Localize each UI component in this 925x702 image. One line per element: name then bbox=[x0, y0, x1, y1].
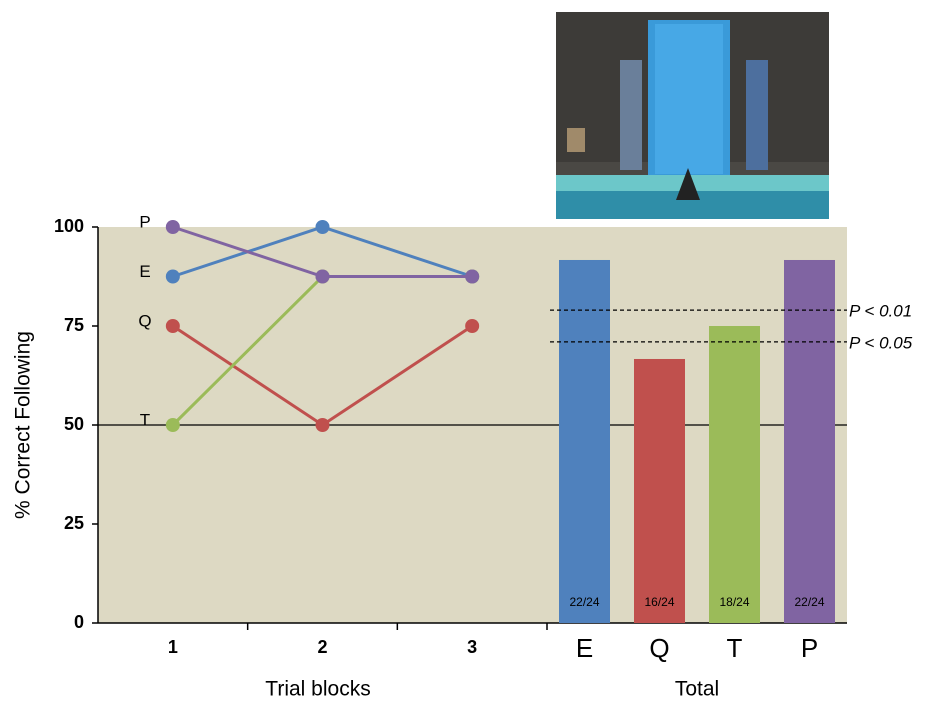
data-point bbox=[315, 418, 330, 432]
data-point bbox=[315, 269, 330, 284]
x-tick-label: P bbox=[801, 633, 818, 663]
data-point bbox=[165, 220, 180, 234]
data-point bbox=[465, 269, 480, 284]
data-point bbox=[465, 319, 480, 333]
x-axis-title: Total bbox=[675, 678, 719, 701]
bar bbox=[709, 326, 760, 623]
bar-value-label: 18/24 bbox=[719, 595, 749, 609]
data-point bbox=[165, 319, 180, 333]
y-tick-label: 50 bbox=[64, 414, 84, 434]
photo bbox=[556, 12, 829, 219]
series-label: P bbox=[139, 212, 150, 231]
x-axis-title: Trial blocks bbox=[265, 678, 370, 701]
bar bbox=[784, 259, 835, 623]
bar-value-label: 22/24 bbox=[569, 595, 599, 609]
series-label: Q bbox=[138, 311, 151, 330]
x-tick-label: 3 bbox=[467, 637, 477, 657]
bar-value-label: 16/24 bbox=[644, 595, 674, 609]
reference-label: P < 0.01 bbox=[849, 302, 912, 321]
data-point bbox=[315, 220, 330, 234]
y-axis-title: % Correct Following bbox=[12, 331, 35, 519]
y-tick-label: 0 bbox=[74, 612, 84, 632]
x-tick-label: Q bbox=[649, 633, 669, 663]
x-tick-label: T bbox=[727, 633, 743, 663]
data-point bbox=[165, 418, 180, 432]
y-tick-label: 100 bbox=[54, 216, 84, 236]
x-tick-label: 2 bbox=[317, 637, 327, 657]
bar-value-label: 22/24 bbox=[794, 595, 824, 609]
series-label: E bbox=[139, 262, 150, 281]
bar bbox=[634, 358, 685, 623]
series-label: T bbox=[140, 410, 150, 429]
x-tick-label: E bbox=[576, 633, 593, 663]
bar bbox=[559, 259, 610, 623]
y-tick-label: 75 bbox=[64, 315, 84, 335]
y-tick-label: 25 bbox=[64, 513, 84, 533]
reference-label: P < 0.05 bbox=[849, 333, 913, 352]
x-tick-label: 1 bbox=[168, 637, 178, 657]
data-point bbox=[165, 269, 180, 284]
